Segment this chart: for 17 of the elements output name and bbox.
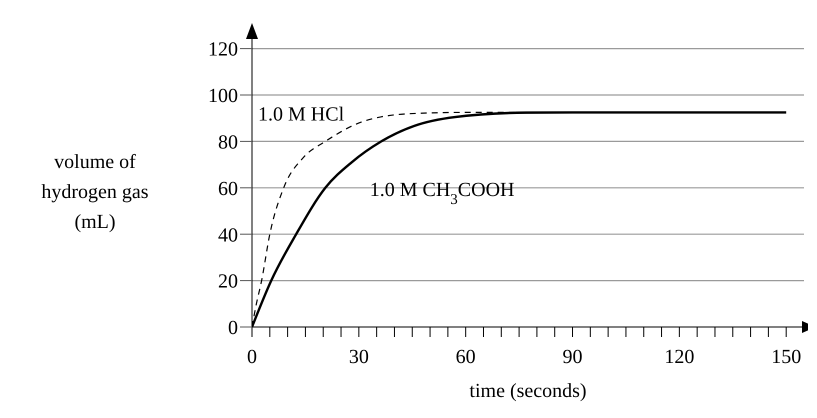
x-tick-label: 120 [664, 346, 694, 368]
y-tick-label: 80 [218, 132, 238, 154]
x-tick-label: 0 [247, 346, 257, 368]
y-tick-label: 120 [208, 38, 238, 61]
y-tick-label: 40 [218, 224, 238, 246]
x-axis-title: time (seconds) [469, 380, 587, 402]
series-label: 1.0 M HCl [258, 103, 345, 126]
x-tick-label: 30 [348, 346, 369, 368]
y-tick-label: 20 [218, 270, 238, 293]
y-tick-label: 0 [228, 317, 238, 340]
x-tick-label: 150 [771, 346, 802, 368]
y-tick-label: 100 [208, 85, 238, 108]
y-tick-label: 60 [218, 178, 238, 200]
y-axis-title: volume of hydrogen gas (mL) [40, 150, 150, 235]
x-tick-label: 60 [456, 346, 476, 368]
series-label: 1.0 M CH$_{3}$COOH [370, 178, 514, 208]
x-tick-label: 90 [562, 346, 583, 368]
